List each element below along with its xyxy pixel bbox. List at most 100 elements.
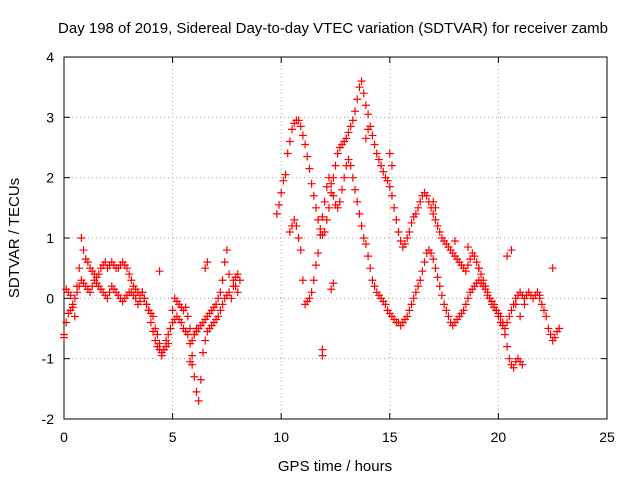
- data-point: [351, 107, 360, 116]
- data-point: [383, 176, 392, 185]
- data-point: [192, 387, 201, 396]
- data-point: [427, 249, 436, 258]
- y-tick-label: 3: [46, 109, 54, 125]
- data-point: [155, 267, 164, 276]
- y-tick-label: -2: [42, 411, 55, 427]
- data-point: [131, 294, 140, 303]
- data-point: [151, 336, 160, 345]
- x-tick-label: 5: [169, 429, 177, 445]
- x-axis-ticks: 0 5 10 15 20 25: [60, 57, 615, 445]
- data-point: [357, 77, 366, 86]
- data-point: [348, 173, 357, 182]
- data-point: [548, 264, 557, 273]
- data-point: [309, 276, 318, 285]
- data-point: [405, 306, 414, 315]
- data-point: [344, 128, 353, 137]
- data-point: [370, 282, 379, 291]
- data-point: [316, 230, 325, 239]
- data-point: [220, 258, 229, 267]
- data-point: [322, 215, 331, 224]
- sdtvar-points: [60, 77, 564, 405]
- data-point: [324, 203, 333, 212]
- data-point: [318, 351, 327, 360]
- data-point: [463, 261, 472, 270]
- data-point: [225, 270, 234, 279]
- chart-title: Day 198 of 2019, Sidereal Day-to-day VTE…: [58, 20, 608, 37]
- data-point: [490, 300, 499, 309]
- data-point: [279, 176, 288, 185]
- data-point: [346, 161, 355, 170]
- data-point: [355, 209, 364, 218]
- data-point: [203, 258, 212, 267]
- data-point: [459, 306, 468, 315]
- data-point: [216, 306, 225, 315]
- data-point: [544, 324, 553, 333]
- data-point: [311, 261, 320, 270]
- data-point: [194, 396, 203, 405]
- data-point: [500, 324, 509, 333]
- data-point: [474, 264, 483, 273]
- y-axis-label: SDTVAR / TECUs: [6, 178, 23, 298]
- data-point: [385, 182, 394, 191]
- data-point: [218, 300, 227, 309]
- data-point: [418, 267, 427, 276]
- data-point: [416, 197, 425, 206]
- data-point: [62, 318, 71, 327]
- data-point: [364, 110, 373, 119]
- data-point: [320, 227, 329, 236]
- data-point: [275, 200, 284, 209]
- data-point: [516, 312, 525, 321]
- data-point: [309, 191, 318, 200]
- data-point: [518, 360, 527, 369]
- data-point: [294, 116, 303, 125]
- data-point: [311, 203, 320, 212]
- data-point: [285, 137, 294, 146]
- data-point: [214, 312, 223, 321]
- data-point: [385, 149, 394, 158]
- data-point: [157, 351, 166, 360]
- data-point: [429, 255, 438, 264]
- x-tick-label: 0: [60, 429, 68, 445]
- data-point: [298, 276, 307, 285]
- data-point: [394, 227, 403, 236]
- data-point: [361, 134, 370, 143]
- data-point: [444, 312, 453, 321]
- data-point: [168, 306, 177, 315]
- data-point: [192, 324, 201, 333]
- data-point: [440, 300, 449, 309]
- data-point: [511, 300, 520, 309]
- data-point: [79, 246, 88, 255]
- data-point: [285, 227, 294, 236]
- data-point: [353, 95, 362, 104]
- data-point: [153, 330, 162, 339]
- data-point: [294, 234, 303, 242]
- data-point: [540, 306, 549, 315]
- y-tick-label: 4: [46, 49, 54, 65]
- data-point: [185, 339, 194, 348]
- data-point: [305, 294, 314, 303]
- data-point: [420, 258, 429, 267]
- y-tick-label: 0: [46, 290, 54, 306]
- data-point: [359, 234, 368, 242]
- data-point: [327, 285, 336, 294]
- data-point: [357, 221, 366, 230]
- data-point: [379, 167, 388, 176]
- data-point: [333, 203, 342, 212]
- data-point: [509, 363, 518, 372]
- data-point: [450, 237, 459, 246]
- data-point: [407, 300, 416, 309]
- data-point: [542, 312, 551, 321]
- data-point: [162, 336, 171, 345]
- data-point: [435, 227, 444, 236]
- data-point: [288, 125, 297, 134]
- data-point: [416, 276, 425, 285]
- data-point: [409, 294, 418, 303]
- data-point: [218, 276, 227, 285]
- data-point: [390, 203, 399, 212]
- data-point: [324, 173, 333, 182]
- data-point: [66, 291, 75, 300]
- data-point: [461, 300, 470, 309]
- data-point: [372, 149, 381, 158]
- data-point: [159, 345, 168, 354]
